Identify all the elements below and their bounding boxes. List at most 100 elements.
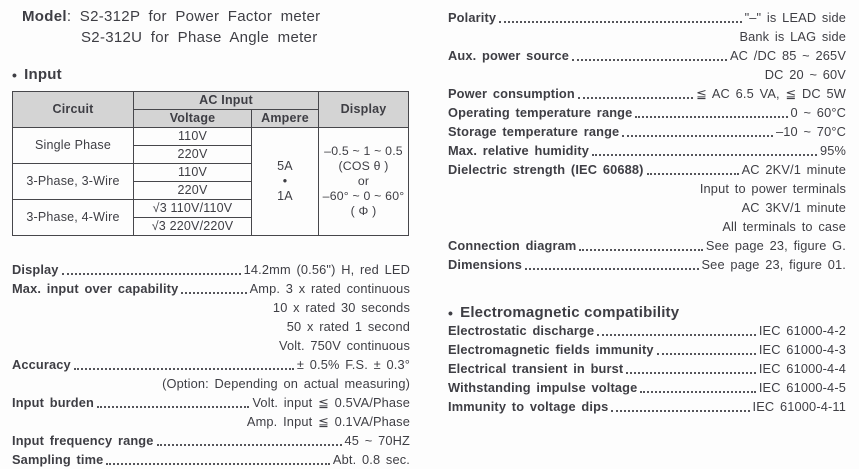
right-spec-list: Polarity "–" is LEAD side Bank is LAG si… (448, 8, 846, 274)
spec-value: ≦ AC 6.5 VA, ≦ DC 5W (696, 85, 846, 101)
dotted-leader (525, 268, 699, 270)
spec-label: Dielectric strength (IEC 60688) (448, 162, 644, 177)
right-column: Polarity "–" is LEAD side Bank is LAG si… (448, 8, 846, 416)
spec-value: ± 0.5% F.S. ± 0.3° (296, 357, 410, 372)
spec-value: 0 ~ 60°C (790, 105, 846, 120)
table-row: Single Phase 110V 5A • 1A –0.5 ~ 1 ~ 0.5… (12, 127, 410, 236)
model-value-1: S2-312P for Power Factor meter (79, 8, 321, 25)
spec-extra-value: (Option: Depending on actual measuring) (162, 376, 410, 391)
table-header-row-1: Circuit AC Input Display (12, 91, 410, 128)
spec-label: Electrical transient in burst (448, 361, 624, 376)
spec-extra-value: Bank is LAG side (739, 29, 846, 44)
dotted-leader (626, 372, 756, 374)
spec-extra-line: 10 x rated 30 seconds (12, 298, 410, 317)
dotted-leader (635, 116, 788, 118)
emc-heading-label: Electromagnetic compatibility (460, 304, 680, 321)
input-section-heading: • Input (12, 66, 410, 83)
spec-label: Display (12, 262, 59, 277)
spec-label: Dimensions (448, 257, 523, 272)
ampere-dot: • (282, 174, 288, 188)
spec-value: Amp. 3 x rated continuous (249, 281, 410, 296)
cell-voltage: √3 220V/220V (133, 217, 252, 236)
spec-value: IEC 61000-4-4 (758, 361, 846, 376)
display-range-line: –0.5 ~ 1 ~ 0.5 (324, 144, 403, 158)
spec-extra-line: Bank is LAG side (448, 27, 846, 46)
spec-extra-line: Volt. 750V continuous (12, 336, 410, 355)
datasheet-page: { "icons": { "bullet": "•" }, "model": {… (12, 8, 846, 467)
dotted-leader (499, 21, 742, 23)
emc-section-heading: • Electromagnetic compatibility (448, 304, 846, 321)
col-header-ac-input: AC Input (132, 91, 320, 110)
dotted-leader (597, 334, 756, 336)
display-range-line: or (357, 174, 370, 188)
cell-circuit-single-phase: Single Phase (12, 127, 134, 164)
dotted-leader (97, 406, 250, 408)
spec-row-dielectric: Dielectric strength (IEC 60688) AC 2KV/1… (448, 160, 846, 179)
spec-label: Polarity (448, 10, 497, 25)
spec-label: Accuracy (12, 357, 71, 372)
model-label: Model (22, 8, 67, 25)
cell-voltage: √3 110V/110V (133, 199, 252, 218)
dotted-leader (579, 249, 703, 251)
dotted-leader (572, 59, 727, 61)
cell-ampere: 5A • 1A (250, 127, 320, 236)
cell-display-range: –0.5 ~ 1 ~ 0.5 (COS θ ) or –60° ~ 0 ~ 60… (318, 127, 410, 236)
spec-value: AC 2KV/1 minute (741, 162, 846, 177)
spec-row-power-consumption: Power consumption ≦ AC 6.5 VA, ≦ DC 5W (448, 84, 846, 103)
spec-row-max-input: Max. input over capability Amp. 3 x rate… (12, 279, 410, 298)
spec-label: Sampling time (12, 452, 104, 467)
spec-extra-line: All terminals to case (448, 217, 846, 236)
cell-voltage: 220V (133, 145, 252, 164)
dotted-leader (577, 97, 693, 99)
spec-value: IEC 61000-4-11 (752, 399, 846, 414)
table-row: 3-Phase, 4-Wire √3 110V/110V (12, 199, 409, 236)
model-heading: Model: S2-312P for Power Factor meter S2… (22, 6, 410, 48)
spec-extra-line: (Option: Depending on actual measuring) (12, 374, 410, 393)
spec-row-display: Display 14.2mm (0.56") H, red LED (12, 260, 410, 279)
spec-row-electrical-transient: Electrical transient in burst IEC 61000-… (448, 359, 846, 378)
left-spec-list: Display 14.2mm (0.56") H, red LED Max. i… (12, 260, 410, 469)
spec-extra-line: 50 x rated 1 second (12, 317, 410, 336)
cell-voltage: 110V (133, 163, 252, 182)
input-heading-label: Input (24, 66, 62, 83)
table-row: 3-Phase, 3-Wire 110V (12, 163, 409, 200)
spec-extra-value: 10 x rated 30 seconds (272, 300, 410, 315)
col-header-ampere: Ampere (250, 109, 320, 128)
spec-label: Max. relative humidity (448, 143, 589, 158)
spec-label: Max. input over capability (12, 281, 179, 296)
spec-row-input-frequency: Input frequency range 45 ~ 70HZ (12, 431, 410, 450)
spec-row-connection-diagram: Connection diagram See page 23, figure G… (448, 236, 846, 255)
table-row: √3 220V/220V (13, 217, 409, 236)
dotted-leader (61, 273, 241, 275)
spec-label: Connection diagram (448, 238, 577, 253)
left-column: Model: S2-312P for Power Factor meter S2… (12, 6, 410, 469)
model-line-1: Model: S2-312P for Power Factor meter (22, 6, 410, 27)
display-range-line: ( Φ ) (350, 204, 377, 218)
spec-row-electrostatic-discharge: Electrostatic discharge IEC 61000-4-2 (448, 321, 846, 340)
spec-row-accuracy: Accuracy ± 0.5% F.S. ± 0.3° (12, 355, 410, 374)
spec-extra-value: Input to power terminals (699, 181, 846, 196)
col-header-display: Display (318, 91, 410, 128)
table-header-row-2: Voltage Ampere (13, 109, 409, 128)
spec-value: IEC 61000-4-5 (758, 380, 846, 395)
cell-voltage: 220V (133, 181, 252, 200)
col-header-voltage: Voltage (133, 109, 252, 128)
spec-row-em-fields-immunity: Electromagnetic fields immunity IEC 6100… (448, 340, 846, 359)
spec-extra-value: AC 3KV/1 minute (741, 200, 846, 215)
spec-row-humidity: Max. relative humidity 95% (448, 141, 846, 160)
dotted-leader (181, 292, 247, 294)
spec-value: Abt. 0.8 sec. (332, 452, 410, 467)
spec-value: 14.2mm (0.56") H, red LED (243, 262, 410, 277)
spec-label: Electromagnetic fields immunity (448, 342, 654, 357)
spec-row-polarity: Polarity "–" is LEAD side (448, 8, 846, 27)
spec-value: –10 ~ 70°C (775, 124, 846, 139)
dotted-leader (646, 173, 739, 175)
spec-extra-line: AC 3KV/1 minute (448, 198, 846, 217)
spec-label: Storage temperature range (448, 124, 620, 139)
dotted-leader (156, 444, 342, 446)
bullet-icon: • (12, 66, 18, 83)
spec-value: AC /DC 85 ~ 265V (729, 48, 846, 63)
bullet-icon: • (448, 304, 454, 321)
col-header-circuit: Circuit (12, 91, 134, 128)
spec-label: Immunity to voltage dips (448, 399, 609, 414)
